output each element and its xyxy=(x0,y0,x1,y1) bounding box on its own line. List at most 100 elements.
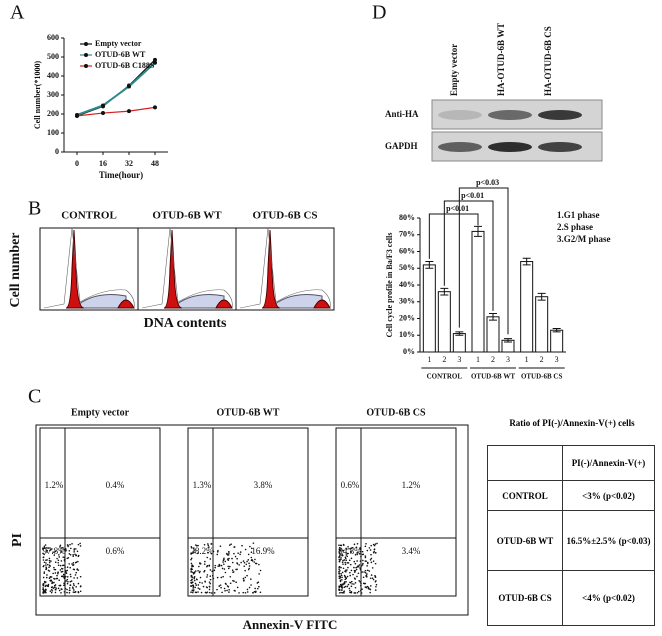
scatter-dot xyxy=(65,570,67,572)
scatter-dot xyxy=(190,576,193,578)
scatter-dot xyxy=(60,547,63,549)
data-point xyxy=(153,105,157,110)
scatter-dot xyxy=(338,556,340,559)
scatter-dot xyxy=(342,591,345,593)
panel-label: B xyxy=(28,198,41,220)
scatter-dot xyxy=(347,562,350,564)
x-tick-label: 32 xyxy=(125,159,133,168)
scatter-dot xyxy=(244,592,247,594)
scatter-dot xyxy=(199,562,202,565)
scatter-dot xyxy=(339,550,342,552)
scatter-dot xyxy=(247,553,250,556)
scatter-dot xyxy=(216,553,219,556)
scatter-dot xyxy=(66,557,69,560)
scatter-dot xyxy=(339,548,342,550)
scatter-dot xyxy=(45,562,47,564)
scatter-dot xyxy=(44,544,47,546)
scatter-dot xyxy=(197,591,199,593)
lane-label: Empty vector xyxy=(449,44,459,96)
scatter-dot xyxy=(346,575,349,578)
scatter-dot xyxy=(236,562,239,565)
scatter-dot xyxy=(364,556,367,559)
scatter-dot xyxy=(194,582,197,585)
scatter-dot xyxy=(43,572,46,575)
scatter-dot xyxy=(46,551,48,553)
scatter-dot xyxy=(245,563,248,566)
scatter-dot xyxy=(366,549,369,552)
scatter-dot xyxy=(354,581,357,584)
scatter-dot xyxy=(72,583,75,585)
scatter-dot xyxy=(353,566,355,569)
scatter-dots xyxy=(338,542,378,594)
scatter-dot xyxy=(204,560,206,563)
scatter-dot xyxy=(204,591,207,594)
scatter-dot xyxy=(223,587,226,590)
scatter-dot xyxy=(341,561,344,564)
scatter-dot xyxy=(371,567,374,569)
y-tick-label: 400 xyxy=(47,71,59,80)
scatter-dot xyxy=(231,569,234,571)
scatter-dot xyxy=(366,573,368,575)
scatter-dot xyxy=(338,592,341,594)
error-bar xyxy=(504,338,512,343)
table-cell: <4% (p<0.02) xyxy=(562,570,655,626)
scatter-dot xyxy=(209,578,212,581)
scatter-dot xyxy=(250,551,253,554)
scatter-dot xyxy=(224,589,226,592)
y-tick-label: 100 xyxy=(47,128,59,137)
scatter-dot xyxy=(231,557,233,560)
scatter-dot xyxy=(53,578,56,580)
scatter-dot xyxy=(66,566,69,569)
scatter-dot xyxy=(238,564,240,566)
scatter-dot xyxy=(338,589,340,591)
scatter-dot xyxy=(349,563,352,566)
scatter-dot xyxy=(192,571,194,574)
scatter-dot xyxy=(206,586,209,589)
scatter-dot xyxy=(344,563,347,566)
scatter-dot xyxy=(338,568,340,571)
scatter-dot xyxy=(338,565,341,568)
scatter-dot xyxy=(340,556,342,559)
scatter-dot xyxy=(58,589,61,592)
scatter-dot xyxy=(362,576,365,579)
scatter-dot xyxy=(59,569,62,571)
scatter-dot xyxy=(194,586,196,589)
scatter-dot xyxy=(198,588,201,590)
legend-label: Empty vector xyxy=(95,39,142,48)
scatter-dot xyxy=(57,587,60,590)
scatter-dot xyxy=(259,591,262,594)
scatter-dot xyxy=(190,584,192,587)
histogram-frame xyxy=(235,227,335,311)
scatter-dot xyxy=(59,584,62,587)
scatter-dot xyxy=(365,542,367,545)
scatter-dot xyxy=(358,579,360,582)
scatter-dot xyxy=(201,582,203,584)
scatter-dot xyxy=(64,587,67,590)
bar-label: 1 xyxy=(427,355,431,364)
scatter-dot xyxy=(349,574,352,577)
scatter-dot xyxy=(250,547,253,550)
scatter-dot xyxy=(45,564,47,566)
scatter-dot xyxy=(209,582,212,585)
scatter-dot xyxy=(341,587,344,589)
scatter-dot xyxy=(342,567,345,570)
histogram-g1-peak xyxy=(261,229,281,309)
scatter-dot xyxy=(370,561,373,564)
scatter-dot xyxy=(343,581,346,583)
quadrant-label: 16.9% xyxy=(251,546,275,556)
scatter-dot xyxy=(210,592,213,594)
error-bar xyxy=(489,312,497,321)
scatter-dot xyxy=(54,572,57,574)
scatter-dot xyxy=(207,544,210,547)
scatter-dot xyxy=(249,545,251,548)
x-tick-label: OTUD-6B CS xyxy=(521,373,563,381)
scatter-dot xyxy=(192,547,195,550)
scatter-dot xyxy=(370,553,372,556)
scatter-dot xyxy=(42,584,45,587)
bar xyxy=(550,329,564,353)
scatter-dot xyxy=(190,546,193,548)
quadrant-label: 1.2% xyxy=(402,480,421,490)
scatter-dot xyxy=(364,555,367,557)
scatter-dot xyxy=(58,556,61,558)
scatter-dot xyxy=(338,577,341,580)
